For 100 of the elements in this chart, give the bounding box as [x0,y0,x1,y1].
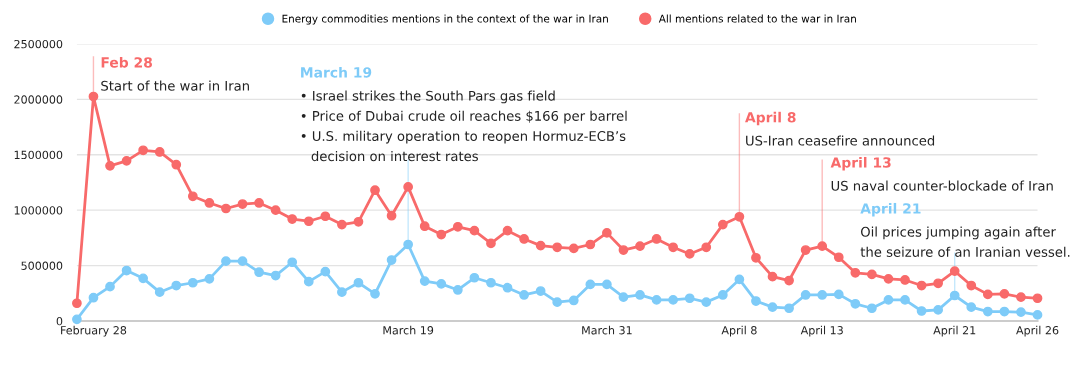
point [867,269,877,280]
point [88,292,99,303]
point [916,280,927,291]
point [221,256,231,266]
point [337,287,347,298]
point [72,314,82,325]
y-tick-label: 0 [56,316,63,326]
point [187,277,198,288]
annotation: decision on interest rates [311,150,478,162]
point [602,279,612,290]
point [668,242,679,253]
point [105,160,115,171]
point [916,306,927,316]
point [154,287,165,298]
point [784,275,794,286]
point [88,91,99,102]
x-tick-label: April 26 [1016,325,1059,337]
point [154,147,165,157]
point [999,288,1010,299]
point [949,290,960,301]
point [353,277,364,288]
annotation: • U.S. military operation to reopen Hormuz-ECB’s [301,130,626,144]
point [1032,310,1043,320]
point [999,306,1010,317]
point [734,211,745,222]
annotation: April 13 [830,156,891,171]
point [817,241,828,252]
legend-label: All mentions related to the war in Iran [658,14,856,23]
point [867,303,877,314]
point [618,245,629,255]
point [668,295,679,305]
point [635,290,645,300]
point [883,274,894,284]
point [684,293,695,304]
point [436,278,447,289]
y-tick-label: 500000 [21,261,63,270]
point [270,270,281,281]
point [386,255,397,265]
point [800,290,811,300]
point [900,275,910,285]
annotation: US-Iran ceasefire announced [746,135,935,146]
annotation: • Israel strikes the South Pars gas field [301,90,555,104]
point [684,249,695,259]
point [237,199,248,209]
point [800,245,811,255]
point [734,274,745,285]
x-tick-label: March 19 [383,325,434,335]
point [370,185,380,196]
point [403,239,414,250]
point [585,239,596,250]
point [651,234,662,244]
point [486,277,496,288]
point [386,210,397,221]
annotation: Start of the war in Iran [101,80,249,91]
y-tick-label: 2500000 [14,39,63,49]
point [949,266,960,276]
annotation: Oil prices jumping again after [861,226,1056,240]
point [1032,293,1043,304]
point [784,303,794,314]
point [204,198,215,208]
x-tick-label: March 31 [582,325,632,335]
point [171,280,182,291]
point [187,191,198,202]
x-tick-label: April 8 [721,325,757,337]
point [121,265,132,276]
point [254,198,264,208]
annotation: April 21 [860,202,921,217]
y-tick-label: 1500000 [14,150,63,160]
point [138,145,149,156]
point [568,295,579,306]
point [303,276,314,287]
point [535,286,546,296]
point [833,252,844,263]
point [751,252,761,263]
annotation: • Price of Dubai crude oil reaches $166 per barrel [301,110,627,124]
point [883,295,894,305]
point [717,219,728,230]
point [966,280,977,291]
point [751,296,761,306]
point [1016,292,1026,303]
point [287,214,298,224]
point [900,295,910,305]
point [1016,307,1026,317]
point [121,155,132,166]
point [502,282,513,293]
y-tick-label: 2000000 [14,95,63,104]
point [767,302,778,312]
point [320,266,331,277]
point [701,297,712,308]
point [204,274,215,284]
point [833,289,844,300]
annotation: the seizure of an Iranian vessel. [860,246,1070,257]
point [933,278,944,289]
point [552,242,563,253]
point [850,267,861,278]
point [403,182,414,192]
point [767,271,778,282]
point [585,279,596,290]
point [966,302,977,312]
point [602,228,612,238]
